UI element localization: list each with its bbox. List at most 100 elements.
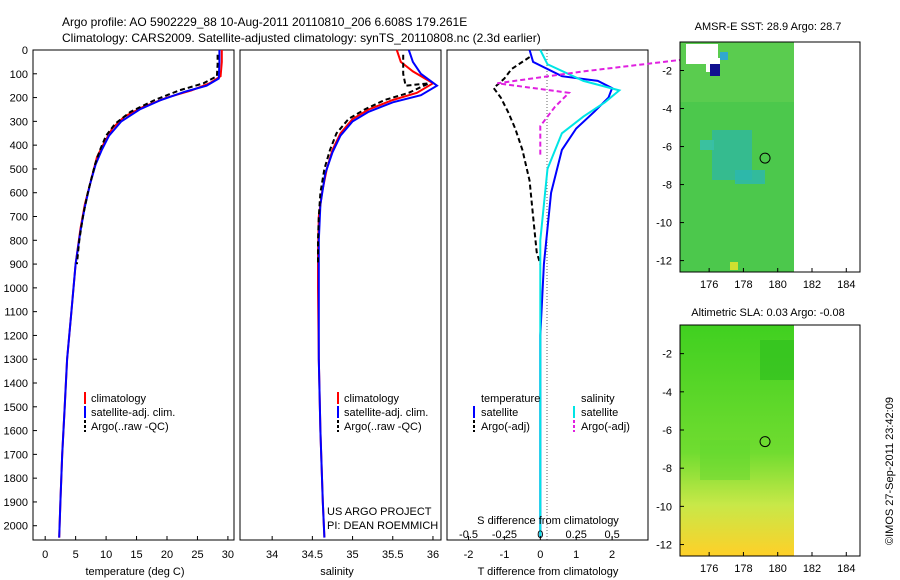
sla-map-panel: Altimetric SLA: 0.03 Argo: -0.08 176 178 1… xyxy=(656,307,861,575)
map-x-tick-label: 178 xyxy=(734,279,752,291)
series-line-argo-raw-qc- xyxy=(317,54,430,265)
x-tick-label: -2 xyxy=(464,549,474,561)
difference-legend: temperature salinity satellite Argo(-adj… xyxy=(473,393,630,433)
salinity-legend: climatology satellite-adj. clim. Argo(..… xyxy=(337,392,428,433)
depth-tick-label: 300 xyxy=(10,116,28,128)
sst-map-panel: AMSR-E SST: 28.9 Argo: 28.7 176 178 180 182… xyxy=(656,21,861,291)
credit-pi: PI: DEAN ROEMMICH xyxy=(327,520,438,532)
map-y-tick-label: -10 xyxy=(656,501,672,513)
depth-tick-label: 1400 xyxy=(4,378,28,390)
depth-tick-label: 100 xyxy=(10,69,28,81)
legend-s-argo-label: Argo(-adj) xyxy=(581,421,630,433)
difference-xlabel: T difference from climatology xyxy=(478,566,619,578)
legend-argo-label: Argo(..raw -QC) xyxy=(91,421,169,433)
map-y-tick-label: -10 xyxy=(656,218,672,230)
series-line-climatology xyxy=(58,50,223,538)
x-tick-label: 0 xyxy=(42,549,48,561)
depth-tick-label: 200 xyxy=(10,93,28,105)
temperature-panel: 0 5 10 15 20 25 30 0 100 200 300 400 500 600 700 800 90… xyxy=(4,45,235,578)
argo-position-marker xyxy=(759,436,771,448)
legend-t-argo-label: Argo(-adj) xyxy=(481,421,530,433)
s-diff-tick-label: 0 xyxy=(537,529,543,541)
difference-frame xyxy=(446,49,649,541)
sla-map-title: Altimetric SLA: 0.03 Argo: -0.08 xyxy=(691,307,844,319)
legend-t-satellite-label: satellite xyxy=(481,407,518,419)
x-tick-label: 5 xyxy=(73,549,79,561)
legend-climatology-label: climatology xyxy=(344,393,400,405)
sst-map-title: AMSR-E SST: 28.9 Argo: 28.7 xyxy=(695,21,842,33)
x-tick-label: 2 xyxy=(609,549,615,561)
x-tick-label: 0 xyxy=(537,549,543,561)
legend-satellite-label: satellite-adj. clim. xyxy=(91,407,175,419)
depth-tick-label: 0 xyxy=(22,45,28,57)
legend-salinity-header: salinity xyxy=(581,393,615,405)
s-diff-tick-label: 0.5 xyxy=(604,529,619,541)
depth-tick-label: 800 xyxy=(10,235,28,247)
map-x-tick-label: 178 xyxy=(734,563,752,575)
salinity-frame xyxy=(239,49,442,541)
map-y-tick-label: -4 xyxy=(662,104,672,116)
legend-satellite-label: satellite-adj. clim. xyxy=(344,407,428,419)
difference-panel: -2 -1 0 1 2 S difference from climatology -0… xyxy=(446,49,685,578)
map-x-tick-label: 176 xyxy=(700,563,718,575)
depth-tick-label: 700 xyxy=(10,212,28,224)
x-tick-label: 30 xyxy=(222,549,234,561)
depth-tick-label: 500 xyxy=(10,164,28,176)
depth-tick-label: 1800 xyxy=(4,473,28,485)
map-x-tick-label: 182 xyxy=(803,279,821,291)
depth-tick-label: 600 xyxy=(10,188,28,200)
depth-tick-label: 1200 xyxy=(4,330,28,342)
x-tick-label: 34 xyxy=(266,549,278,561)
x-tick-label: 34.5 xyxy=(302,549,323,561)
map-y-tick-label: -8 xyxy=(662,180,672,192)
salinity-xlabel: salinity xyxy=(320,566,354,578)
legend-temperature-header: temperature xyxy=(481,393,540,405)
series-line-argo-raw-qc- xyxy=(75,54,219,265)
x-tick-label: 25 xyxy=(191,549,203,561)
difference-xlabel-top: S difference from climatology xyxy=(477,515,619,527)
map-x-tick-label: 184 xyxy=(837,279,855,291)
footer-timestamp: ©IMOS 27-Sep-2011 23:42:09 xyxy=(884,397,896,545)
map-y-tick-label: -6 xyxy=(662,425,672,437)
credit-project: US ARGO PROJECT xyxy=(327,506,432,518)
map-y-tick-label: -2 xyxy=(662,349,672,361)
series-line-t-satellite xyxy=(528,49,614,538)
sst-map-frame xyxy=(679,41,861,273)
sst-cold-pixel xyxy=(710,64,720,76)
map-x-tick-label: 180 xyxy=(769,279,787,291)
x-tick-label: 1 xyxy=(573,549,579,561)
depth-tick-label: 1600 xyxy=(4,426,28,438)
temperature-legend: climatology satellite-adj. clim. Argo(..… xyxy=(84,392,175,433)
depth-tick-label: 1000 xyxy=(4,283,28,295)
series-line-satellite-adj-clim- xyxy=(58,50,221,538)
legend-climatology-label: climatology xyxy=(91,393,147,405)
map-x-tick-label: 180 xyxy=(769,563,787,575)
series-line-s-satellite xyxy=(539,49,622,538)
sla-map-frame xyxy=(679,324,861,557)
map-x-tick-label: 184 xyxy=(837,563,855,575)
series-line-climatology xyxy=(317,49,435,538)
map-y-tick-label: -12 xyxy=(656,256,672,268)
x-tick-label: 35.5 xyxy=(382,549,403,561)
depth-tick-label: 1100 xyxy=(4,307,28,319)
depth-tick-label: 1700 xyxy=(4,449,28,461)
s-diff-tick-label: 0.25 xyxy=(566,529,587,541)
map-y-tick-label: -6 xyxy=(662,142,672,154)
x-tick-label: 35 xyxy=(346,549,358,561)
map-y-tick-label: -2 xyxy=(662,66,672,78)
series-line-satellite-adj-clim- xyxy=(317,49,439,538)
depth-tick-label: 1900 xyxy=(4,497,28,509)
series-line-t-argo-adj- xyxy=(492,56,542,265)
legend-s-satellite-label: satellite xyxy=(581,407,618,419)
salinity-panel: 34 34.5 35 35.5 36 salinity climatology sate… xyxy=(239,49,442,578)
depth-tick-label: 2000 xyxy=(4,521,28,533)
argo-position-marker xyxy=(759,152,771,164)
depth-tick-label: 400 xyxy=(10,140,28,152)
x-tick-label: -1 xyxy=(500,549,510,561)
temperature-frame xyxy=(32,49,235,541)
header-line1: Argo profile: AO 5902229_88 10-Aug-2011 … xyxy=(62,15,467,29)
map-y-tick-label: -4 xyxy=(662,387,672,399)
map-x-tick-label: 182 xyxy=(803,563,821,575)
x-tick-label: 36 xyxy=(427,549,439,561)
